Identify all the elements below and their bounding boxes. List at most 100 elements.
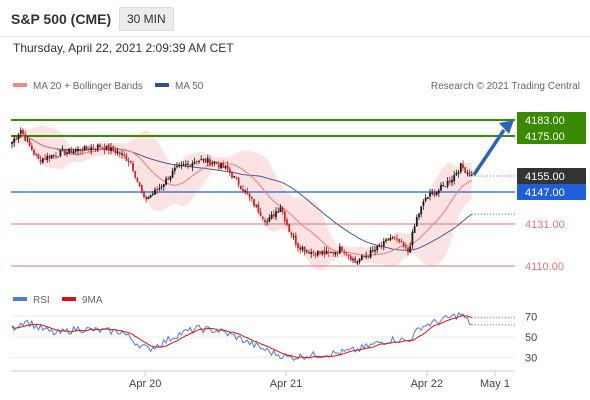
candle xyxy=(314,251,317,259)
candle-body xyxy=(363,256,365,258)
candle-body xyxy=(246,191,249,194)
candle-body xyxy=(118,152,121,155)
candle xyxy=(116,147,119,156)
candle-body xyxy=(253,199,255,206)
candle-body xyxy=(444,186,447,188)
candle-body xyxy=(464,167,467,173)
candle-body xyxy=(233,176,236,178)
candle xyxy=(365,251,368,260)
level-tag-4175.00 xyxy=(517,128,586,144)
candle xyxy=(184,160,187,168)
candle xyxy=(215,161,218,165)
candle-body xyxy=(55,155,57,157)
candle-body xyxy=(154,189,156,195)
candle-body xyxy=(286,219,288,225)
candle xyxy=(202,158,205,163)
candle xyxy=(312,250,315,257)
candle xyxy=(281,206,284,215)
candle-body xyxy=(270,214,273,219)
candle xyxy=(459,162,462,174)
candle-body xyxy=(195,160,198,162)
candle xyxy=(132,160,134,173)
candle-body xyxy=(151,193,154,195)
candle xyxy=(268,214,271,223)
candle xyxy=(429,188,431,201)
candle xyxy=(206,154,209,167)
candle-body xyxy=(19,130,22,134)
candle-body xyxy=(413,226,416,233)
level-tag-4147.00 xyxy=(517,184,586,200)
candle xyxy=(266,218,269,226)
candle-body xyxy=(376,246,379,251)
candle-body xyxy=(121,153,123,155)
instrument-title: S&P 500 (CME) xyxy=(11,11,112,27)
candle xyxy=(259,208,262,217)
candle-body xyxy=(431,192,434,194)
header-bar: S&P 500 (CME) 30 MIN xyxy=(0,0,590,37)
candle xyxy=(191,160,194,172)
candle-body xyxy=(165,178,167,185)
candle-body xyxy=(367,256,370,258)
candle xyxy=(167,176,170,181)
candle-body xyxy=(215,162,218,164)
candle xyxy=(253,199,255,208)
candle xyxy=(299,245,302,254)
candle xyxy=(30,143,33,151)
rsi-tick-label: 70 xyxy=(525,311,537,323)
candle xyxy=(74,147,77,155)
candle-body xyxy=(94,148,97,150)
candle-body xyxy=(138,182,141,187)
candle-body xyxy=(193,161,196,164)
candle-body xyxy=(171,170,174,178)
candle-body xyxy=(457,172,460,174)
candle-body xyxy=(147,197,150,199)
candle xyxy=(15,137,18,140)
candle xyxy=(371,245,374,253)
candle xyxy=(378,243,381,248)
candle-body xyxy=(24,134,27,141)
candle xyxy=(466,170,469,177)
candle-body xyxy=(404,245,407,248)
candle xyxy=(35,153,38,157)
candle-body xyxy=(272,214,275,217)
candle-body xyxy=(226,165,229,170)
candle-body xyxy=(13,138,16,143)
candle-body xyxy=(77,148,79,152)
x-tick-label: Apr 21 xyxy=(270,378,302,390)
bollinger-band-area xyxy=(12,125,472,271)
candle xyxy=(123,151,126,160)
candle xyxy=(118,151,121,158)
timeframe-button[interactable]: 30 MIN xyxy=(119,7,174,31)
candle xyxy=(292,233,295,240)
candle xyxy=(149,194,152,199)
candle-body xyxy=(440,184,442,191)
candle-body xyxy=(424,197,427,201)
candle xyxy=(125,152,128,162)
candle-body xyxy=(448,180,451,183)
candle-body xyxy=(22,130,24,134)
candle-body xyxy=(162,184,165,187)
candle xyxy=(154,187,156,195)
candle xyxy=(112,145,115,153)
candle xyxy=(336,251,339,257)
x-tick-label: Apr 22 xyxy=(411,378,443,390)
candle-body xyxy=(206,158,209,163)
candle-body xyxy=(374,250,376,252)
rsi-legend-swatch xyxy=(13,297,27,301)
candle-body xyxy=(264,219,266,223)
candle-body xyxy=(332,251,335,254)
candle-body xyxy=(35,153,38,155)
candle xyxy=(347,254,350,260)
candle xyxy=(354,255,357,264)
candle xyxy=(437,188,440,198)
candle-body xyxy=(198,160,200,162)
candle xyxy=(160,184,163,191)
candle-body xyxy=(112,146,115,151)
candle xyxy=(360,254,363,261)
candle-body xyxy=(336,252,339,254)
candle-body xyxy=(39,159,42,162)
candle-body xyxy=(288,224,291,232)
candle xyxy=(233,175,236,179)
candle-body xyxy=(248,193,251,197)
candle-body xyxy=(325,250,328,255)
